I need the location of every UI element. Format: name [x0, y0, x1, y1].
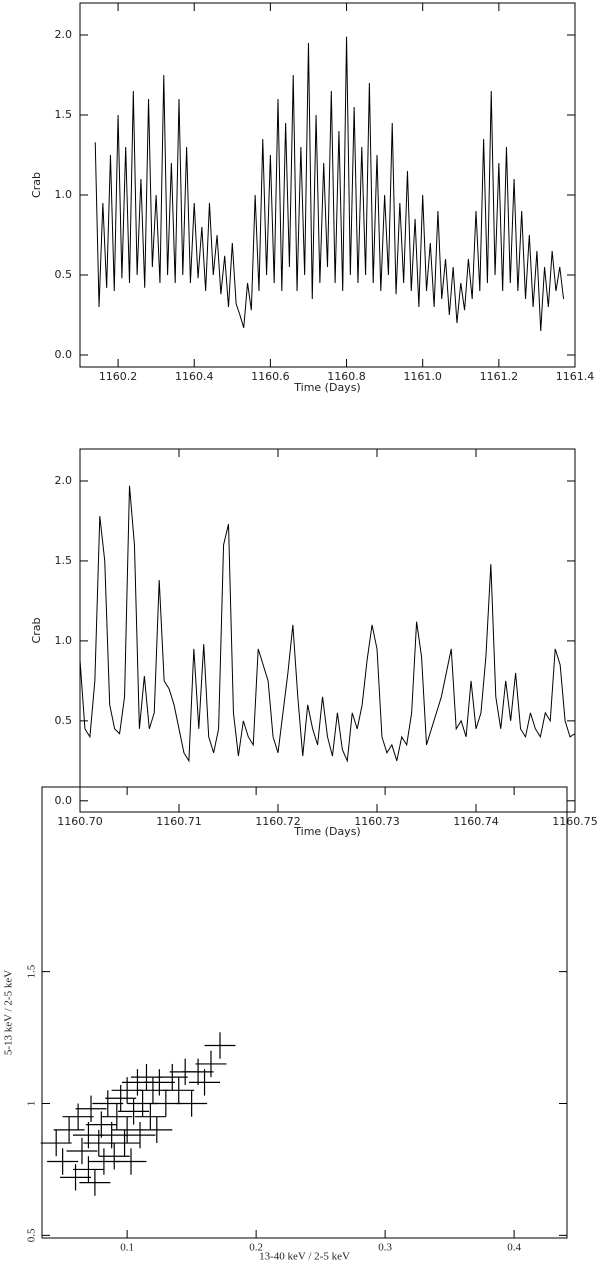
data-point — [75, 1095, 107, 1122]
panel: 1160.2 1160.4 1160.6 1160.8 1161.0 1161.2 1161… — [30, 2, 595, 394]
plot-frame — [79, 448, 576, 813]
x-tick-label: 1160.2 — [99, 370, 138, 383]
x-tick-label: 0.1 — [120, 1242, 134, 1254]
y-tick-label: 0.0 — [55, 794, 73, 807]
x-tick-label: 1161.2 — [480, 370, 519, 383]
plot-frame — [79, 2, 576, 368]
data-point — [163, 1077, 195, 1104]
data-point — [96, 1121, 128, 1149]
data-point — [62, 1103, 94, 1130]
data-point — [141, 1116, 173, 1144]
data-point — [60, 1164, 92, 1191]
y-tick-label: 2.0 — [55, 474, 73, 487]
x-tick-label: 0.3 — [378, 1242, 392, 1254]
x-tick-label: 1160.4 — [175, 370, 214, 383]
y-tick-label: 1.5 — [26, 964, 38, 978]
x-tick-label: 0.4 — [507, 1242, 521, 1254]
data-point — [47, 1148, 79, 1175]
data-point — [156, 1063, 188, 1091]
data-point — [72, 1156, 104, 1183]
y-tick-label: 0.0 — [55, 348, 73, 361]
y-axis-label: Crab — [30, 618, 43, 644]
data-point — [111, 1116, 143, 1144]
data-point — [109, 1129, 141, 1157]
y-tick-label: 1 — [26, 1101, 38, 1107]
data-point — [66, 1137, 98, 1165]
y-tick-label: 0.5 — [55, 268, 73, 281]
data-point — [79, 1169, 111, 1196]
data-point — [204, 1032, 236, 1059]
x-tick-label: 1161.4 — [556, 370, 595, 383]
data-point — [195, 1050, 227, 1078]
panel: 0.1 0.2 0.3 0.4 0.5 1 1.5 13-40 keV / 2-5 keV 5-… — [3, 786, 568, 1263]
x-tick-label: 1160.73 — [354, 815, 400, 828]
x-tick-label: 1160.70 — [57, 815, 103, 828]
y-tick-label: 1.0 — [55, 634, 73, 647]
data-point — [40, 1129, 72, 1157]
x-tick-label: 1160.72 — [255, 815, 301, 828]
plot-frame — [41, 786, 568, 1239]
x-tick-label: 1160.74 — [453, 815, 499, 828]
data-point — [176, 1090, 208, 1117]
data-point — [124, 1121, 156, 1149]
x-tick-label: 1161.0 — [403, 370, 442, 383]
x-tick-label: 1160.71 — [156, 815, 202, 828]
data-point — [118, 1098, 150, 1125]
y-axis-label: 5-13 keV / 2-5 keV — [3, 970, 15, 1055]
y-tick-label: 1.5 — [55, 554, 73, 567]
data-point — [143, 1069, 175, 1096]
x-axis-label: Time (Days) — [293, 381, 360, 394]
x-axis-label: 13-40 keV / 2-5 keV — [259, 1251, 350, 1263]
x-tick-label: 1160.8 — [327, 370, 366, 383]
data-point — [105, 1085, 137, 1112]
x-tick-label: 1160.6 — [251, 370, 290, 383]
data-point — [53, 1116, 85, 1144]
y-axis-label: Crab — [30, 172, 43, 198]
data-point — [182, 1058, 214, 1086]
x-tick-label: 0.2 — [249, 1242, 263, 1254]
data-point — [92, 1090, 124, 1117]
y-tick-label: 1.5 — [55, 108, 73, 121]
data-line — [79, 485, 576, 763]
data-point — [189, 1069, 221, 1096]
x-axis-label: Time (Days) — [293, 825, 360, 838]
y-tick-label: 0.5 — [26, 1228, 38, 1242]
x-tick-label: 1160.75 — [552, 815, 598, 828]
panel: 1160.70 1160.71 1160.72 1160.73 1160.74 1160.… — [30, 448, 598, 838]
data-line — [94, 36, 565, 332]
data-point — [134, 1103, 166, 1130]
y-tick-label: 1.0 — [55, 188, 73, 201]
y-tick-label: 0.5 — [55, 714, 73, 727]
data-point — [115, 1148, 147, 1175]
y-tick-label: 2.0 — [55, 28, 73, 41]
